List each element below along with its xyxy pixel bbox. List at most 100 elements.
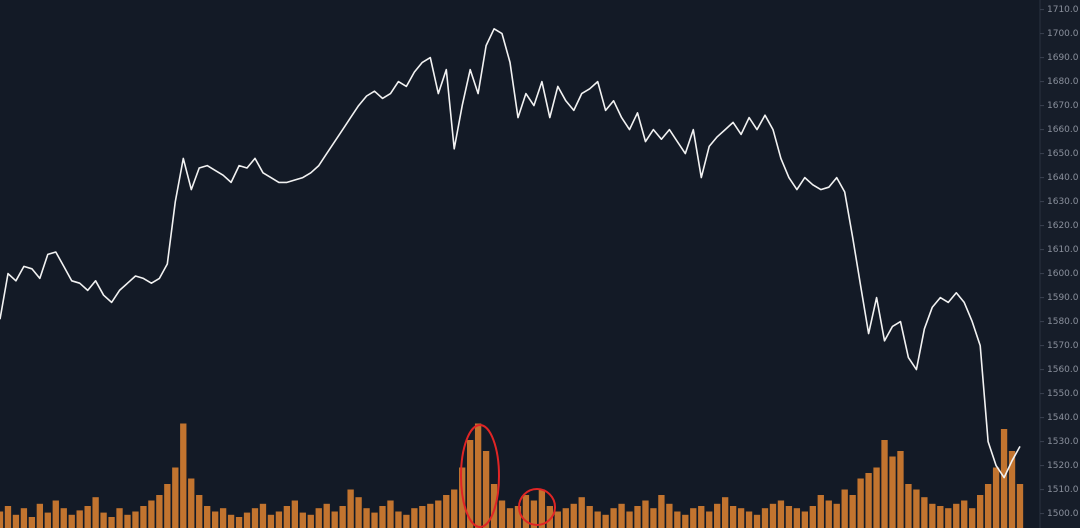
- volume-bar: [148, 500, 155, 528]
- volume-bar: [618, 503, 625, 528]
- y-tick-label: 1540.0: [1047, 413, 1079, 423]
- volume-bar: [275, 511, 283, 528]
- volume-bar: [506, 508, 514, 528]
- volume-bar: [379, 506, 386, 528]
- volume-bar: [769, 503, 777, 528]
- y-tick-label: 1550.0: [1047, 389, 1079, 399]
- y-tick-label: 1680.0: [1047, 77, 1079, 87]
- volume-bar: [164, 484, 171, 528]
- volume-bar: [307, 514, 314, 528]
- volume-bar: [841, 489, 848, 528]
- volume-bar: [243, 512, 251, 528]
- volume-bar: [777, 500, 785, 528]
- volume-bar: [419, 506, 426, 528]
- volume-bar: [897, 451, 904, 528]
- volume-bar: [793, 508, 801, 528]
- volume-bar: [992, 467, 1000, 528]
- volume-bar: [355, 497, 362, 528]
- volume-bar: [634, 506, 641, 528]
- volume-bar: [12, 514, 20, 528]
- price-layer: [0, 28, 1021, 479]
- volume-bar: [140, 506, 147, 528]
- volume-bar: [530, 500, 538, 528]
- volume-bar: [267, 514, 275, 528]
- volume-bar: [172, 467, 179, 528]
- volume-bar: [642, 500, 649, 528]
- volume-bar: [961, 500, 968, 528]
- volume-bar: [259, 503, 267, 528]
- volume-bar: [586, 506, 593, 528]
- volume-bar: [650, 508, 657, 528]
- y-tick-label: 1710.0: [1047, 5, 1079, 15]
- volume-bar: [4, 506, 12, 528]
- volume-bar: [953, 503, 960, 528]
- volume-bar: [721, 497, 729, 528]
- volume-bar: [315, 508, 322, 528]
- volume-bar: [945, 508, 952, 528]
- y-tick-label: 1610.0: [1047, 245, 1079, 255]
- volume-bar: [729, 506, 737, 528]
- y-tick-label: 1690.0: [1047, 53, 1079, 63]
- volume-bar: [626, 511, 633, 528]
- volume-bar: [522, 495, 530, 528]
- volume-bar: [371, 512, 378, 528]
- volume-bar: [219, 508, 227, 528]
- volume-bar: [28, 517, 36, 528]
- volume-bar: [347, 489, 354, 528]
- volume-bar: [976, 495, 984, 528]
- volume-bar: [546, 506, 554, 528]
- volume-bar: [937, 506, 944, 528]
- volume-bar: [1000, 429, 1008, 528]
- volume-bar: [849, 495, 856, 528]
- y-tick-label: 1520.0: [1047, 461, 1079, 471]
- volume-bar: [283, 506, 291, 528]
- volume-bar: [833, 503, 840, 528]
- volume-bar: [554, 511, 561, 528]
- volume-bar: [403, 514, 410, 528]
- volume-bar: [84, 506, 91, 528]
- volume-bar: [331, 511, 338, 528]
- volume-bar: [984, 484, 992, 528]
- volume-bar: [227, 514, 235, 528]
- volume-bar: [714, 503, 721, 528]
- volume-bar: [905, 484, 912, 528]
- volume-bar: [881, 440, 888, 528]
- y-tick-label: 1510.0: [1047, 485, 1079, 495]
- volume-bar: [299, 512, 306, 528]
- volume-bar: [674, 511, 681, 528]
- volume-bar: [706, 511, 713, 528]
- volume-bar: [817, 495, 824, 528]
- volume-bar: [1016, 484, 1024, 528]
- price-line: [0, 28, 1021, 479]
- y-tick-label: 1640.0: [1047, 173, 1079, 183]
- volume-bar: [913, 489, 920, 528]
- volume-bar: [682, 514, 689, 528]
- volume-bar: [116, 508, 123, 528]
- volume-bar: [514, 506, 522, 528]
- volume-bar: [100, 512, 107, 528]
- volume-bar: [474, 423, 482, 528]
- volume-bar: [825, 500, 832, 528]
- volume-bar: [435, 500, 442, 528]
- volume-bar: [562, 508, 569, 528]
- volume-bar: [36, 503, 44, 528]
- volume-bar: [498, 500, 506, 528]
- y-tick-label: 1660.0: [1047, 125, 1079, 135]
- volume-bar: [857, 478, 864, 528]
- volume-bar: [395, 511, 402, 528]
- volume-bar: [690, 508, 697, 528]
- volume-bar: [1008, 451, 1016, 528]
- volume-bar: [411, 508, 418, 528]
- volume-bar: [339, 506, 346, 528]
- volume-bar: [809, 506, 816, 528]
- volume-bar: [180, 423, 187, 528]
- volume-bar: [658, 495, 665, 528]
- y-tick-label: 1630.0: [1047, 197, 1079, 207]
- y-tick-label: 1530.0: [1047, 437, 1079, 447]
- volume-bar: [451, 489, 458, 528]
- volume-bar: [363, 508, 370, 528]
- y-tick-label: 1620.0: [1047, 221, 1079, 231]
- volume-bar: [211, 511, 219, 528]
- y-axis: 1710.0 1700.0 1690.0 1680.0 1670.0 1660.0 1650…: [1040, 5, 1079, 519]
- volume-bar: [737, 508, 745, 528]
